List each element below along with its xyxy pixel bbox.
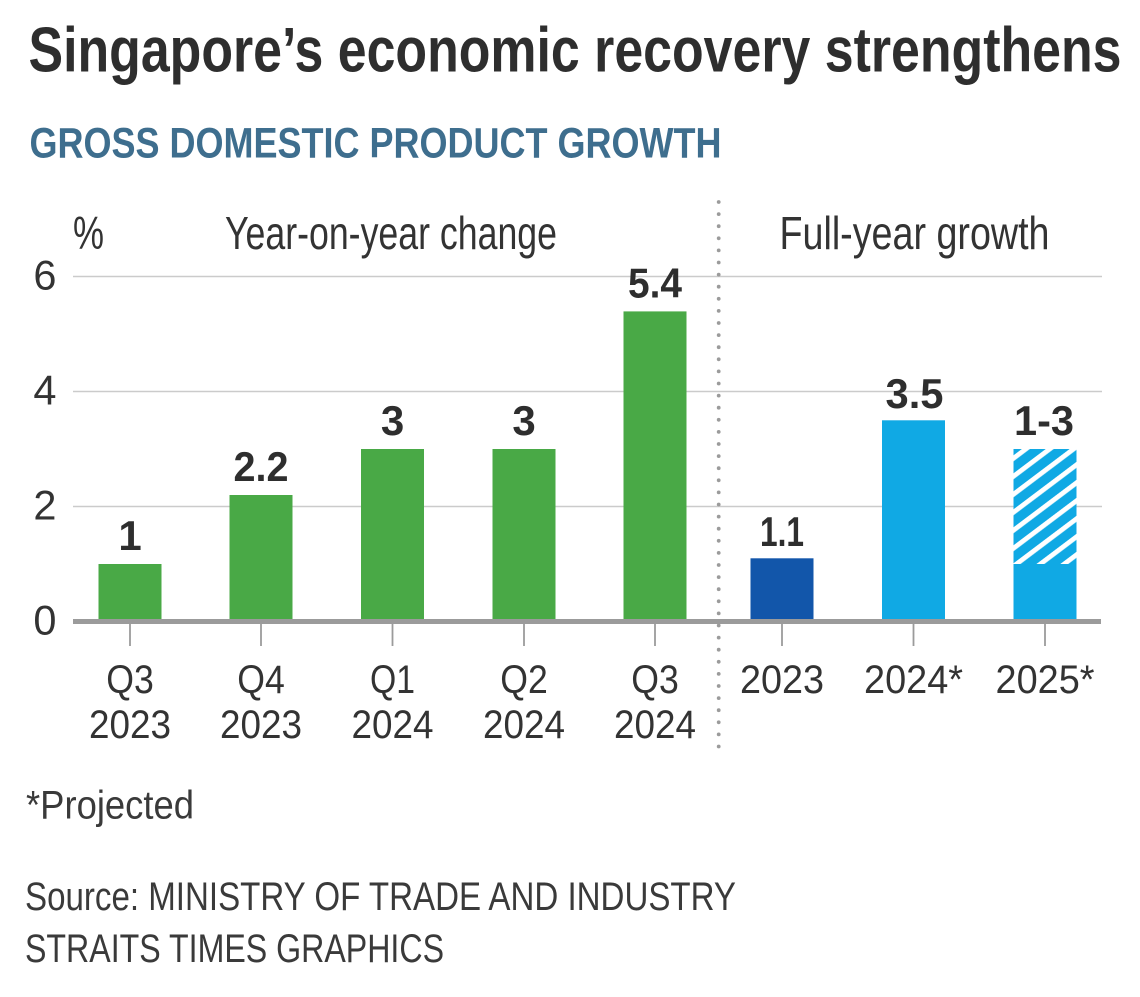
svg-text:4: 4 [33, 367, 56, 414]
svg-text:2024: 2024 [483, 703, 565, 747]
svg-text:Singapore’s economic recovery: Singapore’s economic recovery strengthen… [29, 16, 1122, 86]
svg-text:2024*: 2024* [864, 658, 963, 702]
svg-text:2024: 2024 [614, 703, 696, 747]
svg-text:2.2: 2.2 [234, 443, 289, 490]
svg-text:3: 3 [381, 397, 404, 444]
svg-text:2023: 2023 [740, 658, 824, 702]
svg-text:3.5: 3.5 [886, 370, 944, 417]
svg-text:Q3: Q3 [631, 658, 679, 702]
svg-text:STRAITS TIMES GRAPHICS: STRAITS TIMES GRAPHICS [25, 927, 444, 971]
svg-text:2025*: 2025* [996, 658, 1095, 702]
svg-text:2024: 2024 [352, 703, 434, 747]
svg-text:2: 2 [33, 482, 56, 529]
svg-text:5.4: 5.4 [628, 259, 683, 306]
svg-text:1.1: 1.1 [760, 508, 804, 555]
svg-text:Q3: Q3 [106, 658, 154, 702]
svg-text:0: 0 [33, 597, 56, 644]
svg-text:1: 1 [118, 512, 141, 559]
svg-text:6: 6 [33, 252, 56, 299]
svg-text:1-3: 1-3 [1014, 397, 1074, 444]
svg-text:Source: MINISTRY OF TRADE AND: Source: MINISTRY OF TRADE AND INDUSTRY [25, 875, 736, 919]
svg-text:Q1: Q1 [370, 658, 415, 702]
svg-text:Year-on-year change: Year-on-year change [225, 207, 557, 259]
svg-text:GROSS DOMESTIC PRODUCT GROWTH: GROSS DOMESTIC PRODUCT GROWTH [30, 120, 722, 168]
svg-text:2023: 2023 [220, 703, 302, 747]
svg-text:*Projected: *Projected [26, 784, 194, 828]
svg-text:2023: 2023 [89, 703, 171, 747]
svg-text:Q4: Q4 [237, 658, 285, 702]
svg-text:Full-year growth: Full-year growth [780, 207, 1050, 259]
svg-text:3: 3 [512, 397, 535, 444]
svg-text:Q2: Q2 [500, 658, 548, 702]
svg-text:%: % [73, 207, 104, 259]
